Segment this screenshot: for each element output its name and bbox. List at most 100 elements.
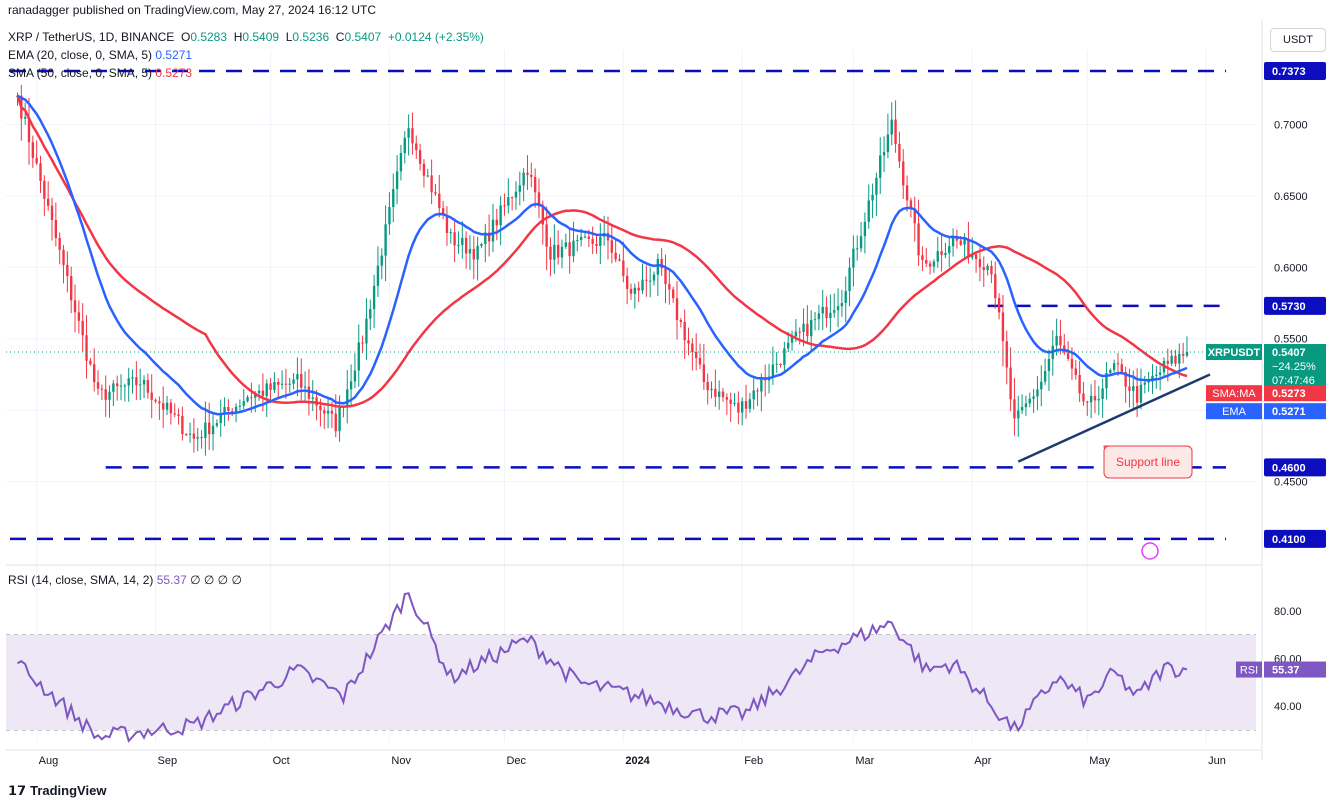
rsi-tag-label: RSI [1240,665,1258,677]
candle-body [576,240,579,242]
candle-body [407,128,410,138]
candle-body [35,157,38,164]
candle-body [959,240,962,245]
candle-body [162,403,165,410]
candle-body [913,208,916,224]
candle-body [718,391,721,397]
support-line-group: Support line [1017,373,1211,479]
candle-body [1020,407,1024,411]
candle-body [810,319,813,337]
candle-body [1166,360,1169,364]
candle-body [204,422,207,438]
time-tick-label: Dec [506,755,526,767]
sma-legend-label: SMA (50, close, 0, SMA, 5) [8,66,153,80]
candle-body [545,224,548,247]
ohlc-o-label: O [180,30,191,44]
candle-body [813,319,817,321]
candle-body [971,254,974,258]
candle-body [664,268,667,285]
ohlc-open: 0.5283 [190,30,228,44]
candle-body [361,342,364,344]
candle-body [441,208,445,216]
candle-body [495,219,498,226]
rsi-band [6,634,1256,731]
last-price-value-bg [1264,344,1326,389]
tradingview-logo: 𝟭𝟳 TradingView [8,783,106,799]
candle-body [219,414,222,424]
time-tick-label: May [1089,755,1110,767]
candle-body [69,276,73,301]
candle-body [622,260,625,276]
candle-body [610,240,614,253]
candle-body [273,381,276,391]
candle-body [1009,367,1012,400]
candle-body [925,259,928,264]
candle-body [982,267,985,271]
candle-body [549,246,552,260]
candle-body [257,390,261,394]
candle-body [944,253,947,256]
candle-body [779,363,782,366]
candle-body [595,243,598,246]
time-tick-label: Aug [39,755,59,767]
horizontal-levels [10,69,1226,541]
candle-body [702,364,706,382]
candle-body [1170,355,1173,364]
candle-body [560,246,564,258]
rsi-legend[interactable]: RSI (14, close, SMA, 14, 2) 55.37 ∅ ∅ ∅ … [8,573,242,587]
candle-body [1101,388,1104,400]
candle-body [58,237,61,250]
ema-legend-label: EMA (20, close, 0, SMA, 5) [8,48,153,62]
candle-body [372,285,376,310]
candle-body [453,232,456,246]
candle-body [783,348,786,366]
candle-body [1078,375,1081,394]
candle-body [246,397,249,402]
sma-legend[interactable]: SMA (50, close, 0, SMA, 5) 0.5273 [8,66,192,80]
candle-body [472,249,475,260]
candle-body [50,205,54,221]
candle-body [468,249,472,254]
candle-body [668,284,671,290]
candle-body [234,406,238,414]
candle-body [185,434,188,436]
candle-body [173,413,176,415]
candle-body [645,279,648,281]
candle-body [392,189,395,208]
sma-line [16,95,1188,408]
candle-body [415,143,418,151]
candle-body [96,382,100,389]
candle-body [1036,389,1039,397]
candle-body [261,390,265,397]
last-price-label: XRPUSDT [1208,347,1261,359]
price-tags: 0.7373 0.5730 0.4600 0.4100 XRPUSDT 0.5407 −24… [6,62,1326,678]
candle-body [675,298,679,321]
level-tag-bg [1264,62,1326,81]
candle-body [39,163,42,181]
candle-body [514,191,518,198]
candle-body [376,265,380,286]
candle-body [1005,341,1008,368]
currency-button[interactable]: USDT [1270,28,1326,52]
last-price-label-bg [1206,344,1262,361]
candle-body [188,433,192,435]
candle-body [288,383,291,385]
ema-legend[interactable]: EMA (20, close, 0, SMA, 5) 0.5271 [8,48,192,62]
candle-body [806,323,809,337]
candle-body [292,379,295,384]
symbol-title[interactable]: XRP / TetherUS, 1D, BINANCE [8,30,175,44]
candle-body [1013,399,1016,419]
price-tick-label: 0.4500 [1274,477,1308,489]
candle-body [46,198,50,206]
candle-body [775,363,778,365]
candle-body [1086,401,1089,403]
candle-body [1135,386,1139,403]
candle-body [223,407,226,415]
candle-body [564,242,568,247]
candle-body [951,236,955,247]
candle-body [31,142,35,158]
candle-body [326,410,330,414]
candle-body [507,197,510,206]
ohlc-c-label: C [335,30,345,44]
candle-body [1143,382,1146,385]
